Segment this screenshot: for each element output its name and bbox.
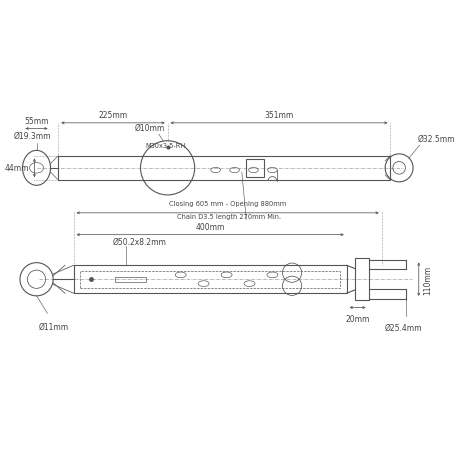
Text: Ø25.4mm: Ø25.4mm <box>384 323 421 332</box>
Text: 400mm: 400mm <box>195 223 224 232</box>
Bar <box>58 156 390 181</box>
Text: 110mm: 110mm <box>422 265 431 294</box>
Text: Ø32.5mm: Ø32.5mm <box>417 134 454 144</box>
Text: Closing 605 mm - Opening 880mm: Closing 605 mm - Opening 880mm <box>168 201 285 207</box>
Text: Ø11mm: Ø11mm <box>39 322 69 331</box>
Text: Ø10mm: Ø10mm <box>134 124 165 133</box>
Bar <box>246 160 263 177</box>
Text: 351mm: 351mm <box>264 111 293 120</box>
Bar <box>355 259 368 301</box>
Bar <box>115 277 146 282</box>
Text: 44mm: 44mm <box>5 164 29 173</box>
Text: 225mm: 225mm <box>98 111 127 120</box>
Text: Chain D3.5 length 270mm Min.: Chain D3.5 length 270mm Min. <box>176 214 280 220</box>
Text: M30x3.5-RH: M30x3.5-RH <box>146 142 185 148</box>
Text: Ø50.2x8.2mm: Ø50.2x8.2mm <box>113 237 167 246</box>
Text: 55mm: 55mm <box>24 117 49 126</box>
Text: Ø19.3mm: Ø19.3mm <box>13 131 51 140</box>
Bar <box>73 266 346 294</box>
Bar <box>80 271 339 288</box>
Text: 20mm: 20mm <box>345 314 369 324</box>
